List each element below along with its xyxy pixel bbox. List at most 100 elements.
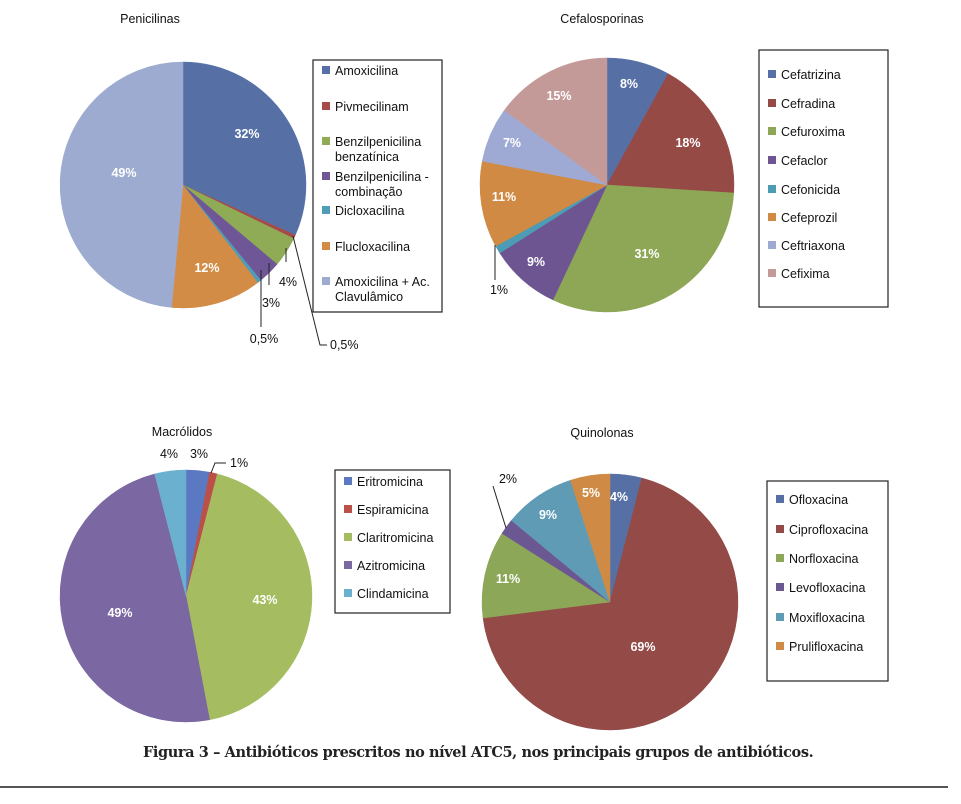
data-label: 4% — [610, 490, 628, 504]
data-label: 69% — [630, 640, 655, 654]
legend-label: Cefradina — [781, 97, 835, 111]
legend-swatch — [768, 156, 776, 164]
legend-swatch — [768, 213, 776, 221]
legend-label: Flucloxacilina — [335, 240, 410, 254]
data-label: 0,5% — [250, 332, 279, 346]
legend-label: Azitromicina — [357, 559, 425, 573]
legend-label: Clindamicina — [357, 587, 429, 601]
legend-swatch — [768, 70, 776, 78]
data-label: 31% — [634, 247, 659, 261]
data-label: 9% — [539, 508, 557, 522]
data-label: 49% — [107, 606, 132, 620]
legend: Ofloxacina Ciprofloxacina Norfloxacina Levo… — [766, 480, 889, 682]
legend-item: Moxifloxacina — [776, 611, 865, 625]
legend-item: Prulifloxacina — [776, 640, 863, 654]
legend-label: Cefixima — [781, 267, 830, 281]
data-label: 3% — [190, 447, 208, 461]
leader-line — [210, 462, 226, 474]
legend-swatch — [344, 533, 352, 541]
legend-swatch — [322, 277, 330, 285]
legend-label: Levofloxacina — [789, 581, 865, 595]
legend-swatch — [322, 172, 330, 180]
data-label: 32% — [234, 127, 259, 141]
legend-swatch — [322, 102, 330, 110]
legend-swatch — [768, 127, 776, 135]
pie-chart-cefalosporinas: Cefalosporinas 8% 18% 31% 9% 1% 11% 7% 15% Cefatr… — [479, 12, 889, 313]
data-label: 3% — [262, 296, 280, 310]
legend-label: Norfloxacina — [789, 552, 859, 566]
legend-label: Clavulâmico — [335, 290, 403, 304]
legend-label: benzatínica — [335, 150, 399, 164]
legend-item: Benzilpenicilina -combinação — [322, 170, 429, 199]
data-label: 2% — [499, 472, 517, 486]
legend-item: Cefradina — [768, 97, 835, 111]
legend-item: Ceftriaxona — [768, 239, 845, 253]
data-label: 49% — [111, 166, 136, 180]
pie-slice — [503, 57, 608, 186]
data-label: 15% — [546, 89, 571, 103]
data-label: 4% — [160, 447, 178, 461]
legend-label: Cefonicida — [781, 183, 840, 197]
legend-swatch — [322, 66, 330, 74]
pie-slice — [552, 184, 735, 313]
legend-label: Cefaclor — [781, 154, 828, 168]
legend-label: Moxifloxacina — [789, 611, 865, 625]
legend: Amoxicilina Pivmecilinam Benzilpenicilinab… — [312, 59, 443, 313]
data-label: 11% — [492, 190, 516, 204]
legend-label: Dicloxacilina — [335, 204, 405, 218]
legend-swatch — [776, 613, 784, 621]
legend-label: Benzilpenicilina - — [335, 170, 429, 184]
legend-item: Azitromicina — [344, 559, 425, 573]
legend-label: Benzilpenicilina — [335, 135, 421, 149]
legend-swatch — [344, 505, 352, 513]
legend-item: Dicloxacilina — [322, 204, 405, 218]
legend-swatch — [344, 561, 352, 569]
legend-item: Clindamicina — [344, 587, 429, 601]
legend-label: Cefeprozil — [781, 211, 837, 225]
pie-slice — [154, 469, 187, 597]
pie-slice — [59, 473, 210, 723]
legend-label: Pivmecilinam — [335, 100, 409, 114]
bottom-rule — [0, 786, 948, 788]
pie-chart-quinolonas: Quinolonas 4% 69% 11% 2% 9% 5% Ofloxacina Ciprof… — [481, 426, 889, 731]
legend-swatch — [344, 589, 352, 597]
legend-label: Espiramicina — [357, 503, 429, 517]
chart-title: Penicilinas — [120, 12, 180, 26]
pie-slice — [481, 533, 611, 619]
pie-slice — [570, 473, 611, 603]
legend-swatch — [776, 642, 784, 650]
data-label: 0,5% — [330, 338, 359, 352]
legend-swatch — [344, 477, 352, 485]
pie-chart-penicilinas: Penicilinas 32% 0,5% 4% 3% 0,5% 12% 49% Amoxicil… — [59, 12, 443, 352]
legend-label: Amoxicilina — [335, 64, 398, 78]
chart-title: Macrólidos — [152, 425, 212, 439]
pie-slice — [482, 477, 739, 731]
legend-item: Espiramicina — [344, 503, 429, 517]
legend-box — [766, 480, 889, 682]
data-label: 4% — [279, 275, 297, 289]
pie-chart-macrlidos: Macrólidos 3% 1% 43% 49% 4% Eritromicina Espira… — [59, 425, 451, 723]
data-label: 9% — [527, 255, 545, 269]
legend: Eritromicina Espiramicina Claritromicina Az… — [334, 469, 451, 614]
leader-line — [292, 235, 327, 346]
chart-title: Quinolonas — [570, 426, 633, 440]
pie-slice — [171, 184, 259, 309]
legend-item: Levofloxacina — [776, 581, 865, 595]
legend-label: Amoxicilina + Ac. — [335, 275, 430, 289]
legend-item: Cefuroxima — [768, 125, 845, 139]
legend-swatch — [776, 583, 784, 591]
legend-swatch — [768, 185, 776, 193]
legend-label: Ceftriaxona — [781, 239, 845, 253]
legend-item: Eritromicina — [344, 475, 423, 489]
legend-swatch — [322, 137, 330, 145]
data-label: 12% — [194, 261, 219, 275]
legend: Cefatrizina Cefradina Cefuroxima Cefaclor Ce… — [758, 49, 889, 308]
data-label: 7% — [503, 136, 521, 150]
legend-swatch — [768, 269, 776, 277]
legend-item: Amoxicilina + Ac.Clavulâmico — [322, 275, 430, 304]
legend-box — [334, 469, 451, 614]
legend-swatch — [768, 241, 776, 249]
data-label: 1% — [490, 283, 508, 297]
